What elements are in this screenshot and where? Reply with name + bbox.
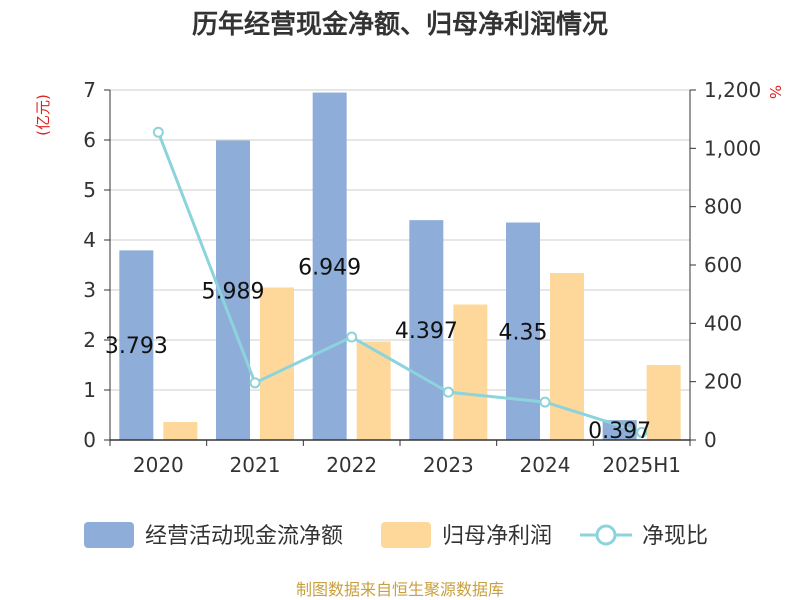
y-right-tick-label: 400	[704, 311, 742, 335]
line-point	[539, 396, 551, 408]
bar-cashflow	[506, 222, 540, 440]
y-right-tick-label: 600	[704, 253, 742, 277]
y-left-tick-label: 1	[83, 378, 96, 402]
legend-swatch-ratio-marker	[595, 524, 617, 546]
bars	[119, 92, 681, 441]
bar-value-label: 0.397	[588, 419, 651, 444]
source-note: 制图数据来自恒生聚源数据库	[296, 580, 504, 599]
line-point	[442, 386, 454, 398]
bar-labels: 3.793 5.989 6.949 4.397 4.35 0.397	[105, 255, 651, 444]
chart-title: 历年经营现金净额、归母净利润情况	[192, 9, 608, 40]
bar-value-label: 6.949	[298, 255, 361, 280]
bar-cashflow	[119, 250, 154, 440]
x-tick-label: 2022	[326, 453, 377, 477]
bar-value-label: 4.397	[395, 319, 458, 344]
line-point	[152, 126, 164, 138]
y-left-tick-label: 7	[83, 78, 96, 102]
y-left-tick-label: 2	[83, 328, 96, 352]
x-tick-label: 2023	[423, 453, 474, 477]
bar-profit	[550, 273, 584, 440]
legend: 经营活动现金流净额 归母净利润 净现比	[84, 522, 708, 549]
y-right-tick-label: 1,200	[704, 78, 761, 102]
bar-profit	[646, 365, 681, 440]
grid-lines	[110, 89, 690, 391]
line-point	[249, 377, 261, 389]
bar-profit	[260, 287, 294, 440]
y-right-tick-label: 800	[704, 195, 742, 219]
x-tick-label: 2020	[133, 453, 184, 477]
legend-swatch-profit	[381, 522, 431, 548]
bar-profit	[163, 422, 198, 440]
bar-value-label: 3.793	[105, 334, 168, 359]
y-left-tick-label: 5	[83, 178, 96, 202]
line-point	[346, 331, 358, 343]
y-axis-left-unit: (亿元)	[34, 94, 52, 136]
y-right-tick-label: 200	[704, 370, 742, 394]
y-axis-left: 0 1 2 3 4 5 6 7	[83, 78, 111, 452]
bar-profit	[356, 341, 391, 440]
x-tick-label: 2024	[520, 453, 571, 477]
line-series	[152, 126, 648, 438]
y-left-tick-label: 3	[83, 278, 96, 302]
legend-label-profit: 归母净利润	[442, 524, 552, 549]
bar-cashflow	[216, 140, 250, 441]
y-right-tick-label: 0	[704, 428, 717, 452]
y-right-tick-label: 1,000	[704, 136, 761, 160]
bar-profit	[453, 304, 488, 440]
y-axis-right-unit: %	[766, 85, 784, 99]
x-tick-label: 2021	[230, 453, 281, 477]
bar-cashflow	[312, 92, 347, 441]
y-axis-right: 0 200 400 600 800 1,000 1,200	[689, 78, 761, 452]
legend-label-cashflow: 经营活动现金流净额	[145, 524, 343, 549]
line-ratio	[156, 131, 643, 434]
x-tick-label: 2025H1	[602, 453, 681, 477]
bar-value-label: 4.35	[499, 320, 548, 345]
y-left-tick-label: 6	[83, 128, 96, 152]
y-left-tick-label: 4	[83, 228, 96, 252]
legend-label-ratio: 净现比	[642, 524, 708, 549]
legend-swatch-cashflow	[84, 522, 134, 548]
bar-value-label: 5.989	[202, 279, 265, 304]
line-point	[636, 426, 648, 438]
y-left-tick-label: 0	[83, 428, 96, 452]
bar-cashflow	[409, 220, 444, 440]
x-axis: 2020 2021 2022 2023 2024 2025H1	[109, 439, 691, 477]
bar-cashflow	[602, 420, 637, 440]
